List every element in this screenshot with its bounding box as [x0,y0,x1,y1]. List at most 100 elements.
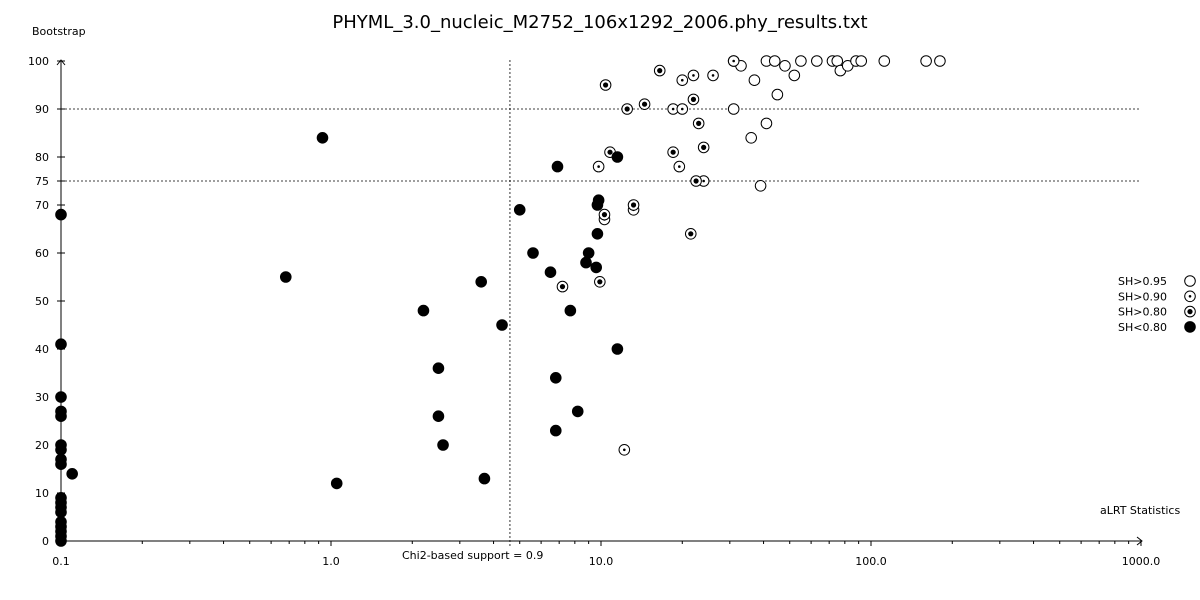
data-point [676,103,689,115]
y-axis-arrow [56,59,66,66]
data-point [878,55,891,67]
data-point [582,247,595,259]
data-point [707,69,719,82]
data-point [580,256,592,269]
x-tick-label: 10.0 [589,555,614,568]
data-point [432,362,445,375]
data-point [687,69,700,82]
data-point [676,74,689,86]
data-point [667,146,679,158]
data-point [55,338,67,351]
data-point [621,103,633,115]
legend-label: SH>0.90 [1118,290,1167,303]
legend-label: SH>0.80 [1118,306,1167,319]
data-point [66,468,78,480]
data-point [687,93,700,106]
data-point [795,55,807,67]
y-ticks: 0 10 20 30 40 50 60 70 75 80 90 100 [28,55,65,548]
data-point [564,304,577,317]
data-point [432,410,445,423]
data-point [727,103,740,115]
data-point [551,160,564,173]
y-tick-label: 60 [35,247,49,260]
x-axis-label: aLRT Statistics [1100,504,1180,517]
data-point [478,472,491,485]
legend-label: SH>0.95 [1118,275,1167,288]
legend-marker [1184,305,1196,318]
data-point [692,117,705,130]
data-point [417,304,430,317]
data-point [627,199,640,211]
data-point [592,194,605,206]
data-point [55,535,67,547]
legend-marker [1184,290,1196,303]
y-tick-label: 10 [35,487,49,500]
data-point [556,280,569,293]
data-point [513,204,526,216]
data-point [748,74,761,86]
legend-marker [1184,321,1196,333]
data-point [934,55,946,67]
y-tick-label: 100 [28,55,49,68]
data-point [549,424,562,437]
data-point [527,247,539,259]
data-point [55,391,67,403]
data-point [437,439,449,451]
data-point [316,132,329,144]
y-tick-label: 30 [35,391,49,404]
x-axis-arrow [1136,536,1143,546]
data-point [745,132,758,144]
data-point [549,372,562,384]
data-point [594,276,606,288]
reference-lines [61,60,1141,546]
y-tick-label: 0 [42,535,49,548]
data-point [760,117,773,130]
data-point [771,88,784,101]
data-point [591,228,604,240]
data-point [55,410,67,423]
data-point [571,405,584,418]
y-tick-label: 40 [35,343,49,356]
x-tick-label: 0.1 [52,555,70,568]
data-point [496,319,508,331]
data-point [768,55,781,67]
y-tick-label: 75 [35,175,49,188]
data-point [831,55,844,67]
legend-label: SH<0.80 [1118,321,1167,334]
data-point [920,55,932,67]
y-tick-label: 90 [35,103,49,116]
data-point [55,208,67,221]
data-point [811,55,823,67]
data-point [611,151,624,163]
data-point [592,160,605,173]
data-point [855,55,868,67]
data-point [599,79,612,91]
data-point [279,271,292,283]
legend-marker [1184,275,1196,287]
reference-line-label: Chi2-based support = 0.9 [402,549,543,562]
axes [56,59,1143,546]
data-point [788,69,801,82]
data-point [754,180,767,192]
x-ticks: 0.1 1.0 10.0 100.0 1000.0 [52,541,1160,568]
y-tick-label: 70 [35,199,49,212]
y-tick-label: 80 [35,151,49,164]
legend: SH>0.95 SH>0.90 SH>0.80 SH<0.80 [1118,275,1196,334]
x-tick-label: 1000.0 [1122,555,1161,568]
data-point [611,343,624,355]
data-point [673,160,686,173]
data-point [690,175,702,187]
data-points [55,55,946,547]
data-point [544,266,557,279]
y-axis-label: Bootstrap [32,25,86,38]
data-point [330,477,343,490]
data-point [598,208,611,221]
chart-title: PHYML_3.0_nucleic_M2752_106x1292_2006.ph… [332,12,867,33]
data-point [55,458,67,471]
data-point [653,64,666,77]
y-tick-label: 50 [35,295,49,308]
x-tick-label: 100.0 [855,555,887,568]
data-point [55,444,67,456]
data-point [618,444,631,456]
